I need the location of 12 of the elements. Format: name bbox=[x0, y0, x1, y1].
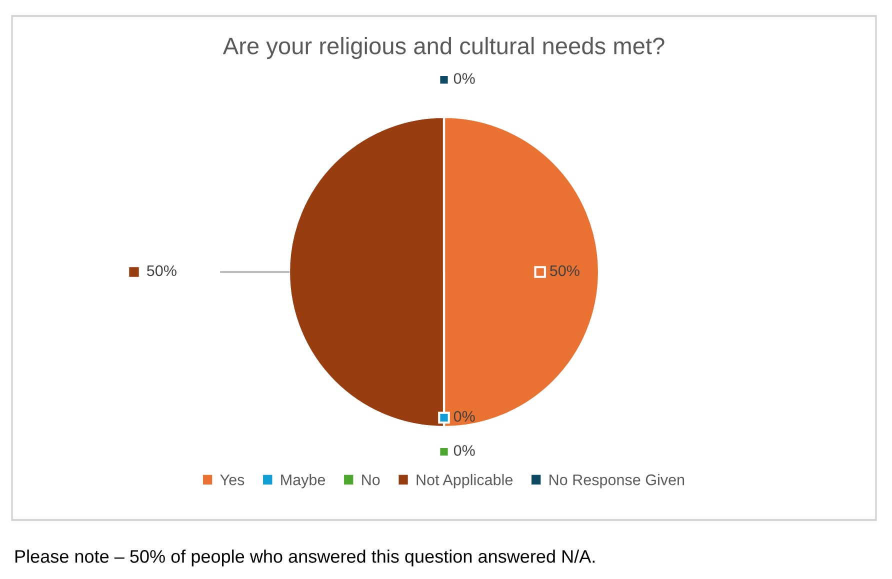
data-label: 50% bbox=[550, 265, 580, 276]
chart-title: Are your religious and cultural needs met? bbox=[222, 36, 664, 60]
text: Please note – 50% of people who answered this question answered N/A. bbox=[15, 550, 595, 566]
text: 0% bbox=[454, 73, 475, 84]
text: 0% bbox=[454, 445, 475, 456]
legend-label: No Response Given bbox=[550, 474, 684, 488]
legend-label: Yes bbox=[220, 474, 244, 486]
legend-label: Not Applicable bbox=[416, 474, 512, 488]
legend-label: Maybe bbox=[281, 474, 326, 488]
data-label: 50% bbox=[147, 265, 176, 276]
text: 0% bbox=[454, 410, 475, 422]
legend-label: No bbox=[362, 474, 380, 486]
